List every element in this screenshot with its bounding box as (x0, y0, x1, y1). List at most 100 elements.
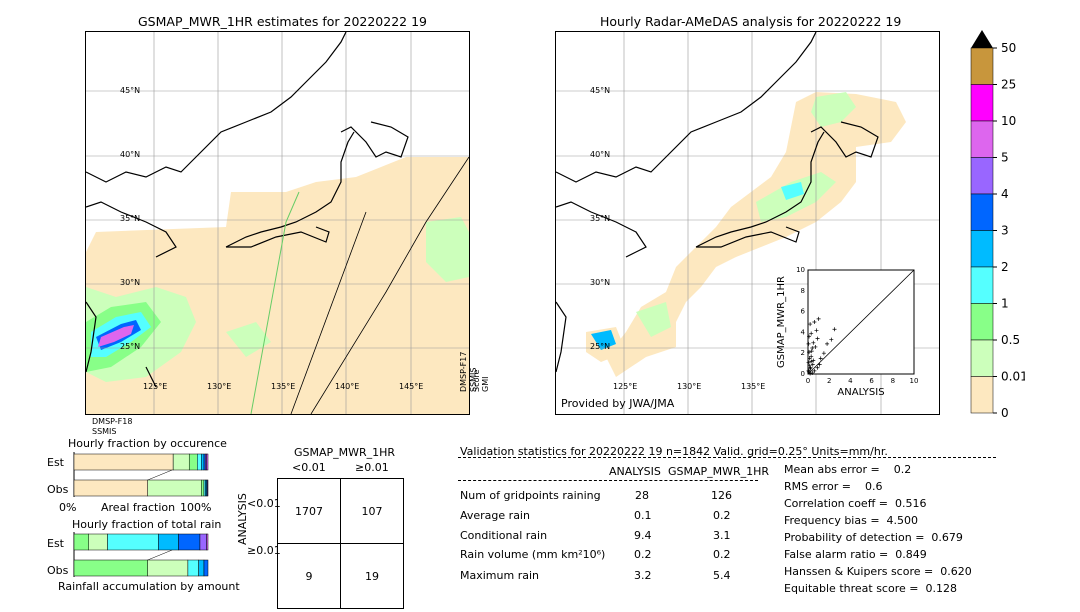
validation-divider (458, 457, 996, 458)
right-map-moderate-rain (591, 330, 616, 350)
fraction-bar-segment (107, 533, 159, 551)
scatter-point (806, 341, 811, 346)
validation-col-analysis: ANALYSIS (609, 465, 661, 478)
left-map-grid (86, 32, 469, 414)
scatter-point (810, 362, 815, 367)
fraction-bar-segment (188, 453, 198, 471)
scatter-point (807, 363, 812, 368)
fraction-bar-segment (73, 533, 89, 551)
right-lon-130: 130°E (677, 382, 702, 391)
fraction-bar-segment (197, 453, 202, 471)
colorbar-segment (970, 157, 994, 195)
right-map-panel: 45°N 40°N 35°N 30°N 25°N 125°E 130°E 135… (555, 31, 940, 415)
scatter-x-tick-label: 6 (869, 377, 874, 385)
scatter-point (808, 371, 813, 376)
scatter-y-tick-label: 4 (801, 328, 806, 336)
fraction-bar-segment (158, 533, 179, 551)
contingency-cell-12: 107 (340, 478, 404, 544)
left-map-title: GSMAP_MWR_1HR estimates for 20220222 19 (138, 14, 427, 29)
fraction-bar-segment (172, 453, 190, 471)
fraction-amount-bars (73, 532, 209, 577)
fraction-amount-footer: Rainfall accumulation by amount (58, 580, 240, 593)
left-sensor-bottom: DMSP-F18 (92, 417, 133, 426)
colorbar-tick-label: 2 (1001, 260, 1009, 274)
colorbar-segment (970, 339, 994, 377)
left-lat-25: 25°N (120, 342, 141, 351)
fraction-bar-segment (73, 479, 148, 497)
contingency-row2: ≥0.01 (247, 544, 281, 557)
fraction-occurrence-est-label: Est (47, 456, 64, 469)
scatter-point (812, 320, 817, 324)
scatter-y-tick-label: 8 (801, 287, 805, 295)
right-map-light-rain-3 (636, 302, 671, 337)
score-far: False alarm ratio = 0.849 (784, 548, 927, 561)
right-lon-125: 125°E (613, 382, 638, 391)
fraction-bar-segment (201, 453, 205, 471)
scatter-point (807, 350, 812, 355)
scatter-y-tick-label: 0 (801, 370, 805, 378)
fraction-bar-segment (203, 559, 209, 577)
scatter-point (815, 365, 820, 370)
fraction-occurrence-obs-label: Obs (47, 483, 69, 496)
scatter-point (810, 346, 815, 350)
score-correlation: Correlation coeff = 0.516 (784, 497, 927, 510)
fraction-amount-title: Hourly fraction of total rain (72, 518, 222, 531)
validation-row-analysis: 9.4 (634, 529, 652, 542)
contingency-cell-22: 19 (340, 543, 404, 609)
score-pod: Probability of detection = 0.679 (784, 531, 963, 544)
left-map-svg (86, 32, 469, 414)
left-map-swath-edge-2 (290, 211, 367, 414)
left-map-coastline (86, 32, 409, 388)
left-lat-30: 30°N (120, 278, 141, 287)
colorbar-segment (970, 84, 994, 122)
right-lat-30: 30°N (590, 278, 611, 287)
right-map-light-rain (811, 92, 856, 127)
colorbar-tick-label: 10 (1001, 114, 1016, 128)
scatter-x-tick-label: 4 (848, 377, 853, 385)
contingency-cell-21: 9 (277, 543, 341, 609)
left-sensor-side-4: GMI (481, 376, 490, 392)
scatter-point (829, 337, 834, 342)
colorbar-tick-label: 0.5 (1001, 333, 1020, 347)
validation-row-est: 0.2 (713, 509, 731, 522)
left-lat-40: 40°N (120, 150, 141, 159)
validation-row-analysis: 0.2 (634, 548, 652, 561)
scatter-diagonal (807, 269, 915, 375)
fraction-bar-segment (206, 533, 209, 551)
scatter-point (807, 334, 812, 339)
right-lat-40: 40°N (590, 150, 611, 159)
fraction-bar-segment (147, 479, 202, 497)
left-lon-140: 140°E (335, 382, 360, 391)
left-lat-45: 45°N (120, 86, 141, 95)
scatter-point (821, 351, 826, 356)
fraction-bar-segment (73, 453, 174, 471)
fraction-bar-segment (199, 533, 207, 551)
scatter-point (832, 327, 837, 332)
scatter-y-tick-label: 6 (801, 308, 806, 316)
fraction-bar-segment (198, 559, 205, 577)
scatter-plot: 00 2 2 4 4 6 6 8 8 10 10 ANALYSIS GSMAP_MWR_1HR (776, 266, 918, 398)
validation-header: Validation statistics for 20220222 19 n=… (460, 445, 888, 458)
colorbar-segment (970, 376, 994, 414)
validation-row-label: Conditional rain (460, 529, 548, 542)
validation-divider-2 (458, 480, 758, 481)
colorbar-tick-label: 3 (1001, 224, 1009, 238)
scatter-y-tick-label: 2 (801, 349, 805, 357)
scatter-x-tick-label: 8 (891, 377, 895, 385)
left-sensor-bottom-2: SSMIS (92, 427, 117, 436)
scatter-point (809, 349, 814, 354)
fraction-connector (147, 549, 173, 561)
validation-row-analysis: 3.2 (634, 569, 652, 582)
left-lon-145: 145°E (399, 382, 424, 391)
colorbar-tick-label: 0.01 (1001, 370, 1025, 384)
scatter-point (809, 359, 814, 364)
provider-credit: Provided by JWA/JMA (561, 397, 675, 410)
colorbar-segment (970, 47, 994, 85)
validation-row-est: 3.1 (713, 529, 731, 542)
colorbar: 50 25 10 5 4 3 2 1 0.5 0.01 0 (970, 30, 1025, 418)
fraction-bar-segment (201, 479, 205, 497)
fraction-bar-segment (187, 559, 199, 577)
left-lon-130: 130°E (207, 382, 232, 391)
colorbar-tick-label: 25 (1001, 78, 1016, 92)
scatter-point (806, 360, 811, 365)
